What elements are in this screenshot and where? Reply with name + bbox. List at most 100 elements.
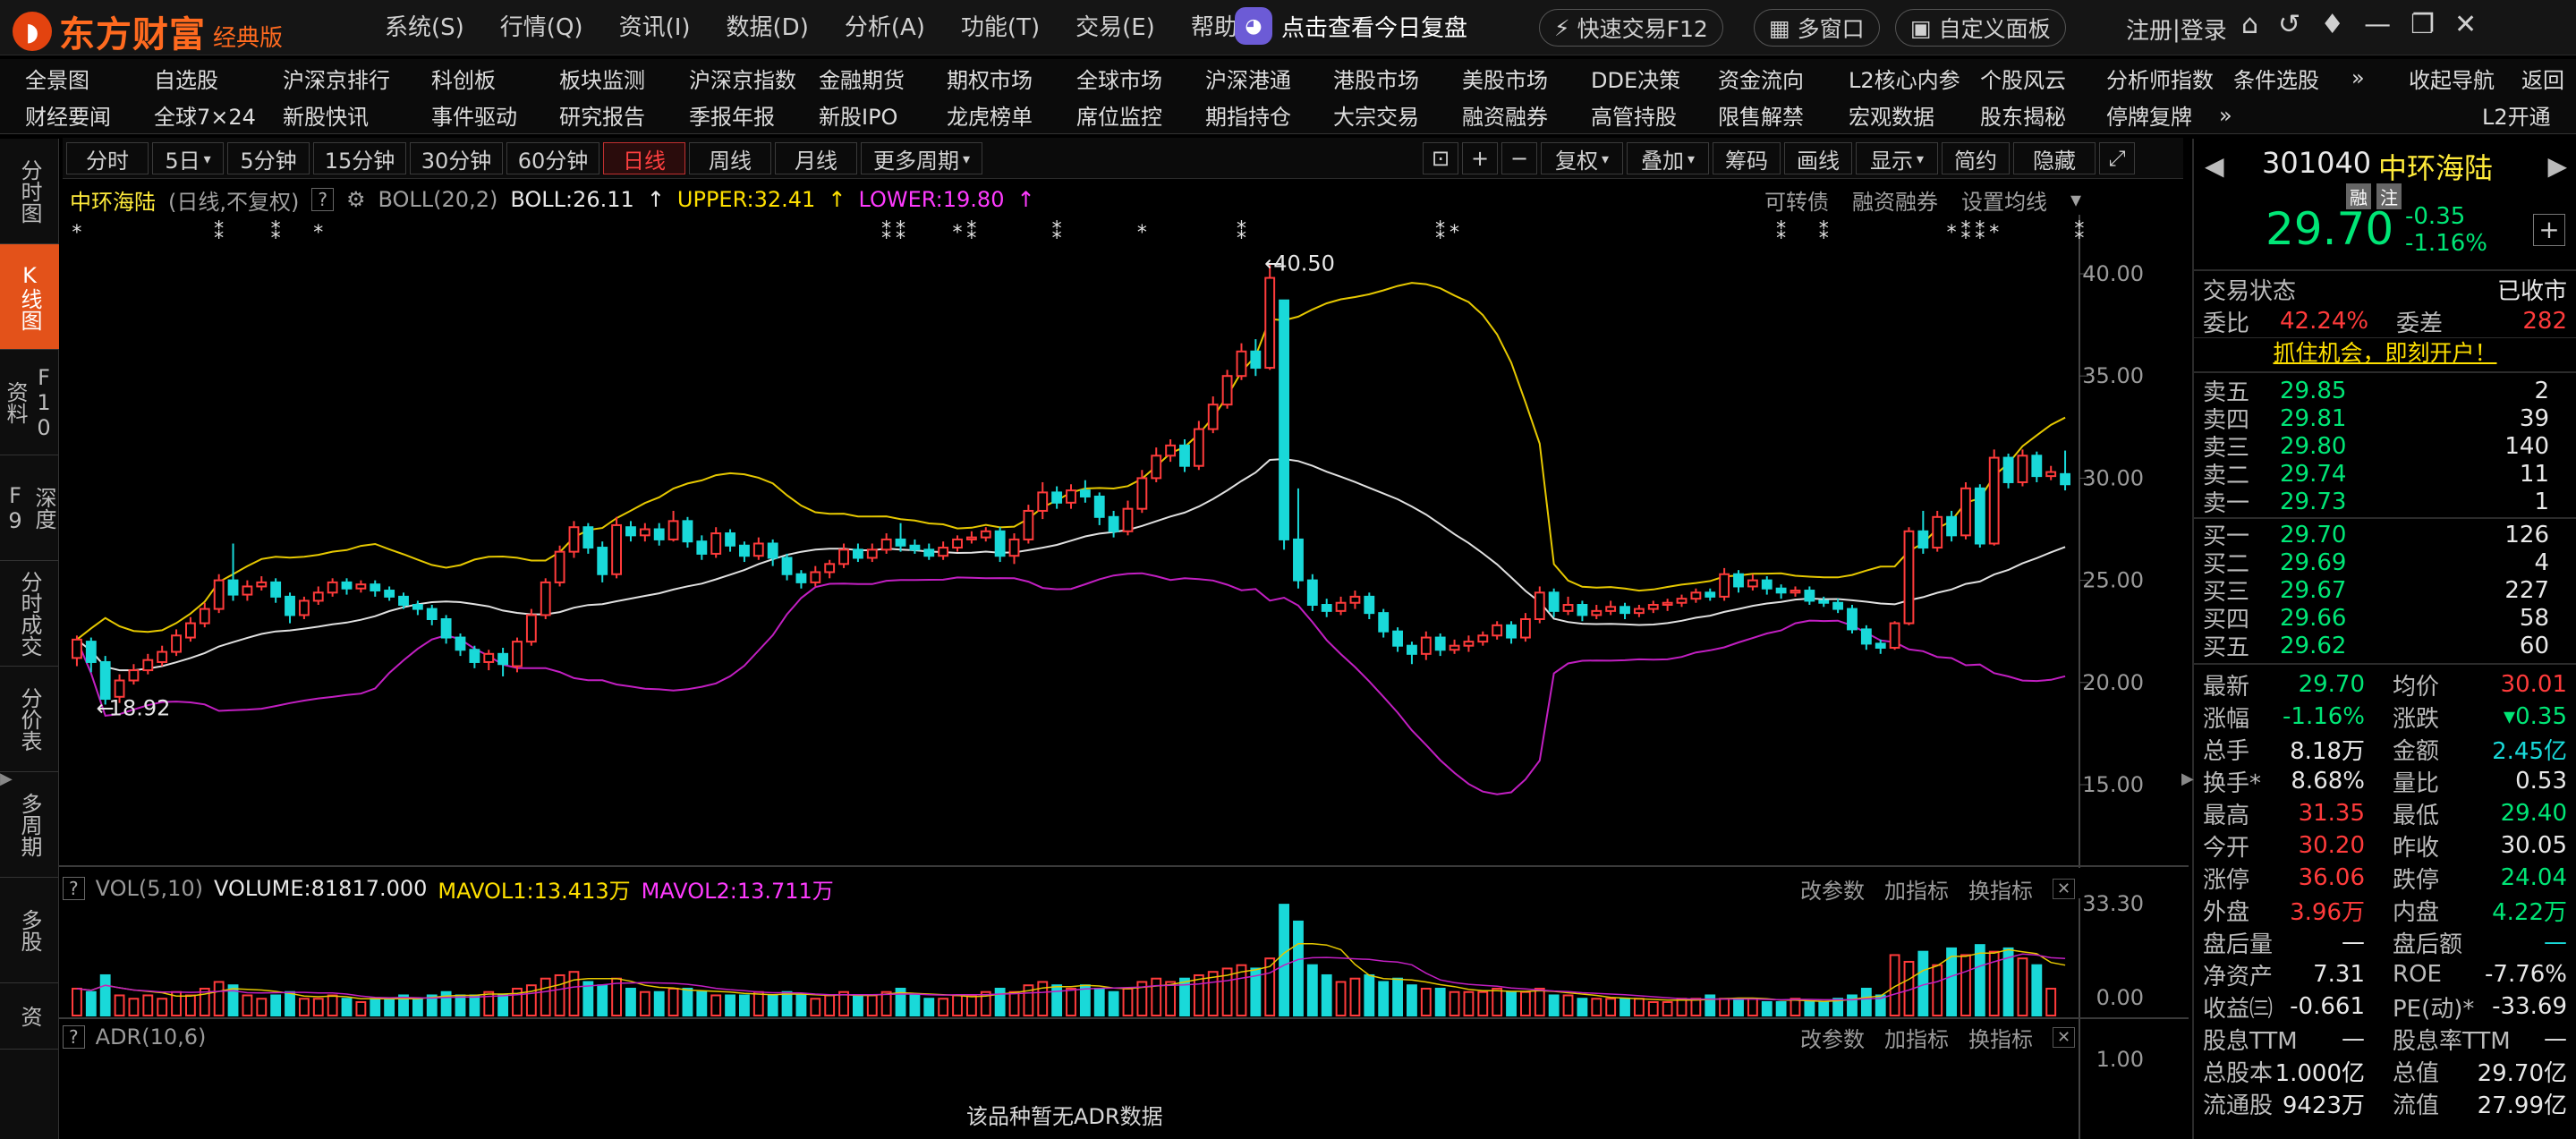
nav-item[interactable]: L2开通 bbox=[2482, 105, 2551, 130]
nav-item[interactable]: DDE决策 bbox=[1591, 67, 1681, 93]
daily-replay-link[interactable]: ◕ 点击查看今日复盘 bbox=[1235, 7, 1467, 45]
volume-bar[interactable] bbox=[1860, 987, 1872, 1016]
volume-bar[interactable] bbox=[1136, 981, 1148, 1016]
candle[interactable] bbox=[667, 510, 679, 542]
close-icon[interactable]: ✕ bbox=[2454, 9, 2478, 40]
candle[interactable] bbox=[1534, 586, 1545, 624]
volume-bar[interactable] bbox=[199, 987, 210, 1016]
event-marker[interactable]: ⁑ bbox=[1819, 221, 1829, 244]
candle[interactable] bbox=[696, 535, 708, 560]
candle[interactable] bbox=[256, 576, 268, 591]
event-marker[interactable]: * bbox=[953, 222, 963, 244]
left-tab[interactable]: 分时成交 bbox=[0, 561, 59, 667]
period-button[interactable]: 周线 bbox=[689, 142, 771, 174]
bid-row[interactable]: 买五 29.62 60 bbox=[2194, 632, 2576, 662]
candle[interactable] bbox=[1860, 625, 1872, 650]
candle[interactable] bbox=[1051, 486, 1063, 509]
nav-item[interactable]: 板块监测 bbox=[559, 67, 645, 93]
candle[interactable] bbox=[965, 531, 977, 544]
candle[interactable] bbox=[85, 637, 97, 673]
candle[interactable] bbox=[810, 565, 821, 587]
candle[interactable] bbox=[952, 535, 963, 552]
candle[interactable] bbox=[512, 637, 523, 673]
back-icon[interactable]: ↺ bbox=[2278, 9, 2301, 40]
volume-bar[interactable] bbox=[1506, 990, 1517, 1016]
candle[interactable] bbox=[1008, 533, 1020, 565]
volume-bar[interactable] bbox=[880, 990, 892, 1016]
nav-item[interactable]: 研究报告 bbox=[559, 105, 645, 130]
menu-item[interactable]: 分析(A) bbox=[844, 14, 925, 41]
volume-bar[interactable] bbox=[184, 994, 196, 1016]
volume-bar[interactable] bbox=[1705, 994, 1716, 1016]
candle[interactable] bbox=[653, 523, 665, 546]
volume-bar[interactable] bbox=[895, 987, 906, 1016]
candle[interactable] bbox=[1293, 488, 1304, 589]
candle[interactable] bbox=[1705, 588, 1716, 601]
volume-bar[interactable] bbox=[370, 998, 381, 1016]
candle[interactable] bbox=[2002, 453, 2014, 489]
event-marker[interactable]: * bbox=[1947, 222, 1957, 244]
candle[interactable] bbox=[1364, 592, 1375, 619]
candle[interactable] bbox=[1974, 484, 1985, 548]
candle[interactable] bbox=[1620, 602, 1630, 619]
period-button[interactable]: 5日 ▾ bbox=[152, 142, 224, 174]
candle[interactable] bbox=[1662, 599, 1673, 611]
left-tab[interactable]: 资 bbox=[0, 983, 59, 1050]
candle[interactable] bbox=[1449, 639, 1460, 654]
nav-item[interactable]: 席位监控 bbox=[1076, 105, 1162, 130]
nav-item[interactable]: 期权市场 bbox=[947, 67, 1033, 93]
volume-bar[interactable] bbox=[1620, 998, 1630, 1016]
register-link[interactable]: 注册 bbox=[2126, 18, 2173, 45]
nav-item[interactable]: 全景图 bbox=[25, 67, 89, 93]
period-button[interactable]: 30分钟 bbox=[410, 142, 503, 174]
volume-bar[interactable] bbox=[242, 994, 253, 1016]
candle[interactable] bbox=[1676, 594, 1688, 608]
volume-bar[interactable] bbox=[213, 981, 225, 1016]
candle[interactable] bbox=[725, 529, 735, 552]
volume-bar[interactable] bbox=[938, 998, 949, 1016]
nav-item[interactable]: 新股IPO bbox=[819, 105, 898, 130]
nav-item[interactable]: 龙虎榜单 bbox=[947, 105, 1033, 130]
candle[interactable] bbox=[114, 674, 125, 703]
candle[interactable] bbox=[1165, 439, 1177, 463]
volume-bar[interactable] bbox=[2031, 964, 2043, 1016]
candle[interactable] bbox=[1647, 600, 1659, 614]
nav-item[interactable]: 金融期货 bbox=[819, 67, 905, 93]
candle[interactable] bbox=[298, 596, 310, 619]
prev-stock-icon[interactable]: ◀ bbox=[2205, 151, 2224, 181]
indicator-action[interactable]: 换指标 bbox=[1968, 1026, 2033, 1052]
candle[interactable] bbox=[752, 537, 764, 560]
volume-bar[interactable] bbox=[1633, 998, 1645, 1016]
candle[interactable] bbox=[1066, 484, 1076, 509]
indicator-action[interactable]: 加指标 bbox=[1884, 1026, 1949, 1052]
candle[interactable] bbox=[682, 516, 693, 548]
candle[interactable] bbox=[2031, 451, 2043, 482]
volume-bar[interactable] bbox=[270, 994, 282, 1016]
volume-bar[interactable] bbox=[653, 990, 665, 1016]
volume-bar[interactable] bbox=[696, 990, 708, 1016]
nav-item[interactable]: 沪深京排行 bbox=[283, 67, 390, 93]
candle[interactable] bbox=[1591, 605, 1603, 619]
volume-bar[interactable] bbox=[1151, 977, 1162, 1016]
volume-bar[interactable] bbox=[1434, 987, 1446, 1016]
candle[interactable] bbox=[227, 543, 239, 601]
candle[interactable] bbox=[880, 533, 892, 554]
candle[interactable] bbox=[1392, 627, 1403, 652]
volume-bar[interactable] bbox=[1264, 957, 1276, 1016]
volume-bar[interactable] bbox=[1023, 984, 1034, 1016]
candle[interactable] bbox=[866, 543, 878, 563]
volume-bar[interactable] bbox=[667, 987, 679, 1016]
period-button[interactable]: 日线 bbox=[603, 142, 685, 174]
candle[interactable] bbox=[1250, 339, 1262, 377]
volume-bar[interactable] bbox=[285, 990, 295, 1016]
indicator-action[interactable]: 改参数 bbox=[1800, 878, 1865, 904]
menu-item[interactable]: 交易(E) bbox=[1075, 14, 1155, 41]
candle[interactable] bbox=[1889, 621, 1900, 650]
volume-bar[interactable] bbox=[952, 994, 963, 1016]
volume-bar[interactable] bbox=[1733, 998, 1744, 1016]
volume-bar[interactable] bbox=[1647, 1000, 1659, 1016]
candle[interactable] bbox=[1562, 596, 1574, 616]
volume-bar[interactable] bbox=[341, 998, 353, 1016]
volume-bar[interactable] bbox=[866, 994, 878, 1016]
volume-bar[interactable] bbox=[810, 998, 821, 1016]
